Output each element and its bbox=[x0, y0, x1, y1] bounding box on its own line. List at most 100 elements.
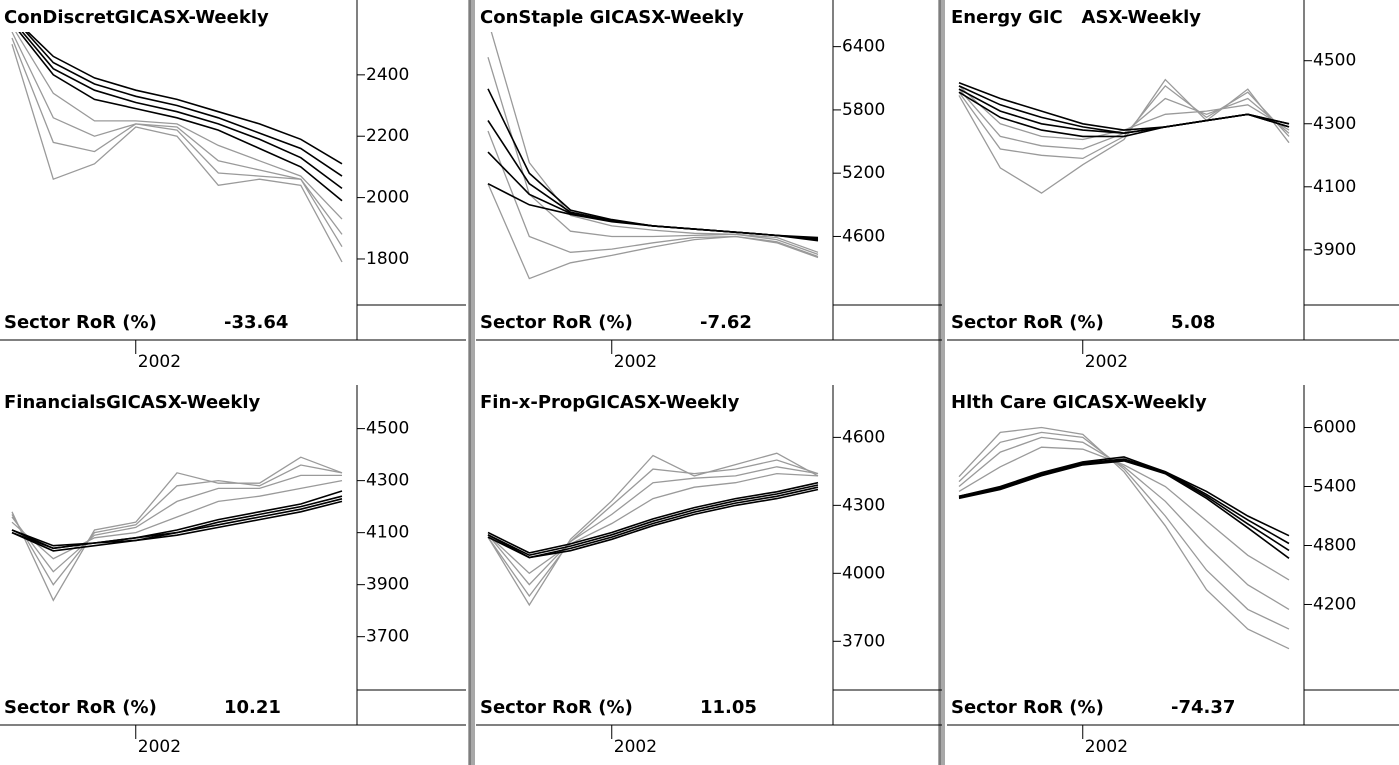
series-line bbox=[958, 456, 1290, 537]
series-line bbox=[487, 466, 819, 586]
y-tick-label: 4000 bbox=[842, 563, 885, 583]
chart-panel: 6000 5400 4800 4200 2002 Hlth Care GICASX-Wee… bbox=[947, 385, 1399, 757]
y-tick-label: 6000 bbox=[1313, 418, 1356, 438]
series-line bbox=[11, 479, 343, 560]
series-line bbox=[958, 78, 1290, 194]
series-line bbox=[11, 22, 343, 202]
series-line bbox=[487, 20, 819, 253]
chart-panel: 2400 2200 2000 1800 2002 ConDiscretGICASX-Wee… bbox=[0, 0, 466, 372]
series-line bbox=[487, 130, 819, 258]
title-bg bbox=[949, 389, 1302, 417]
series-line bbox=[487, 183, 819, 280]
series-line bbox=[958, 85, 1290, 141]
chart-title: FinancialsGICASX-Weekly bbox=[4, 392, 261, 413]
y-tick-label: 2200 bbox=[366, 126, 409, 146]
y-tick-label: 4200 bbox=[1313, 594, 1356, 614]
x-tick-label: 2002 bbox=[614, 352, 657, 372]
y-tick-label: 4100 bbox=[366, 523, 409, 543]
chart-panel: 4600 4300 4000 3700 2002 Fin-x-PropGICASX-Wee… bbox=[476, 385, 942, 757]
y-tick-label: 4100 bbox=[1313, 177, 1356, 197]
series-line bbox=[958, 460, 1290, 559]
y-tick-label: 3900 bbox=[1313, 240, 1356, 260]
annotation-value: 10.21 bbox=[224, 697, 281, 718]
y-tick-label: 6400 bbox=[842, 37, 885, 57]
y-tick-label: 4300 bbox=[1313, 114, 1356, 134]
series-line bbox=[487, 182, 819, 239]
series-line bbox=[958, 82, 1290, 131]
series-line bbox=[958, 426, 1290, 650]
y-tick-label: 3900 bbox=[366, 575, 409, 595]
title-bg bbox=[949, 4, 1302, 32]
series-line bbox=[487, 452, 819, 607]
series-line bbox=[11, 474, 342, 573]
chart-panel: 4500 4300 4100 3900 2002 Energy GIC ASX-Weekl… bbox=[947, 0, 1399, 372]
series-line bbox=[487, 88, 819, 242]
y-tick-label: 5800 bbox=[842, 100, 885, 120]
series-line bbox=[11, 490, 343, 547]
x-tick-label: 2002 bbox=[614, 737, 657, 757]
series-line bbox=[11, 464, 343, 586]
y-tick-label: 3700 bbox=[366, 627, 409, 647]
series-line bbox=[958, 446, 1290, 581]
series-line bbox=[487, 57, 819, 256]
series-line bbox=[11, 44, 343, 263]
y-tick-label: 4300 bbox=[366, 471, 409, 491]
annotation-value: 5.08 bbox=[1171, 312, 1215, 333]
series-line bbox=[11, 19, 343, 190]
annotation-label: Sector RoR (%) bbox=[4, 697, 157, 718]
y-tick-label: 4300 bbox=[842, 495, 885, 515]
series-line bbox=[487, 472, 819, 575]
y-tick-label: 4600 bbox=[842, 226, 885, 246]
x-tick-label: 2002 bbox=[138, 737, 181, 757]
y-tick-label: 5200 bbox=[842, 163, 885, 183]
chart-title: Fin-x-PropGICASX-Weekly bbox=[480, 392, 740, 413]
series-line bbox=[958, 436, 1290, 610]
separator bbox=[938, 0, 945, 765]
series-line bbox=[487, 484, 819, 557]
series-line bbox=[958, 458, 1290, 545]
annotation-value: -33.64 bbox=[224, 312, 288, 333]
series-line bbox=[11, 37, 343, 248]
y-tick-label: 1800 bbox=[366, 249, 409, 269]
series-line bbox=[487, 459, 819, 598]
y-tick-label: 5400 bbox=[1313, 477, 1356, 497]
chart-title: ConStaple GICASX-Weekly bbox=[480, 7, 744, 28]
separator bbox=[468, 0, 475, 765]
y-tick-label: 2000 bbox=[366, 188, 409, 208]
x-tick-label: 2002 bbox=[1085, 352, 1128, 372]
y-tick-label: 2400 bbox=[366, 65, 409, 85]
y-tick-label: 4500 bbox=[366, 419, 409, 439]
series-line bbox=[487, 486, 819, 559]
chart-title: Energy GIC ASX-Weekly bbox=[951, 7, 1201, 28]
series-line bbox=[11, 25, 343, 220]
series-line bbox=[958, 85, 1290, 160]
annotation-label: Sector RoR (%) bbox=[951, 697, 1104, 718]
title-bg bbox=[478, 4, 831, 32]
series-line bbox=[11, 500, 343, 552]
annotation-label: Sector RoR (%) bbox=[951, 312, 1104, 333]
series-line bbox=[11, 15, 343, 177]
chart-panel: 6400 5800 5200 4600 2002 ConStaple GICASX-Wee… bbox=[476, 0, 942, 372]
chart-title: Hlth Care GICASX-Weekly bbox=[951, 392, 1207, 413]
series-line bbox=[11, 495, 343, 550]
series-line bbox=[11, 456, 343, 602]
series-line bbox=[958, 431, 1290, 630]
title-bg bbox=[2, 389, 355, 417]
series-line bbox=[11, 15, 343, 165]
annotation-value: 11.05 bbox=[700, 697, 757, 718]
chart-title: ConDiscretGICASX-Weekly bbox=[4, 7, 269, 28]
y-tick-label: 4600 bbox=[842, 427, 885, 447]
x-tick-label: 2002 bbox=[1085, 737, 1128, 757]
annotation-label: Sector RoR (%) bbox=[480, 312, 633, 333]
chart-panel: 4500 4300 4100 3900 3700 2002 FinancialsGICASX… bbox=[0, 385, 466, 757]
title-bg bbox=[478, 389, 831, 417]
y-tick-label: 4500 bbox=[1313, 51, 1356, 71]
x-tick-label: 2002 bbox=[138, 352, 181, 372]
annotation-value: -7.62 bbox=[700, 312, 752, 333]
series-line bbox=[487, 481, 819, 554]
title-bg bbox=[2, 4, 355, 32]
annotation-label: Sector RoR (%) bbox=[4, 312, 157, 333]
annotation-label: Sector RoR (%) bbox=[480, 697, 633, 718]
annotation-value: -74.37 bbox=[1171, 697, 1235, 718]
